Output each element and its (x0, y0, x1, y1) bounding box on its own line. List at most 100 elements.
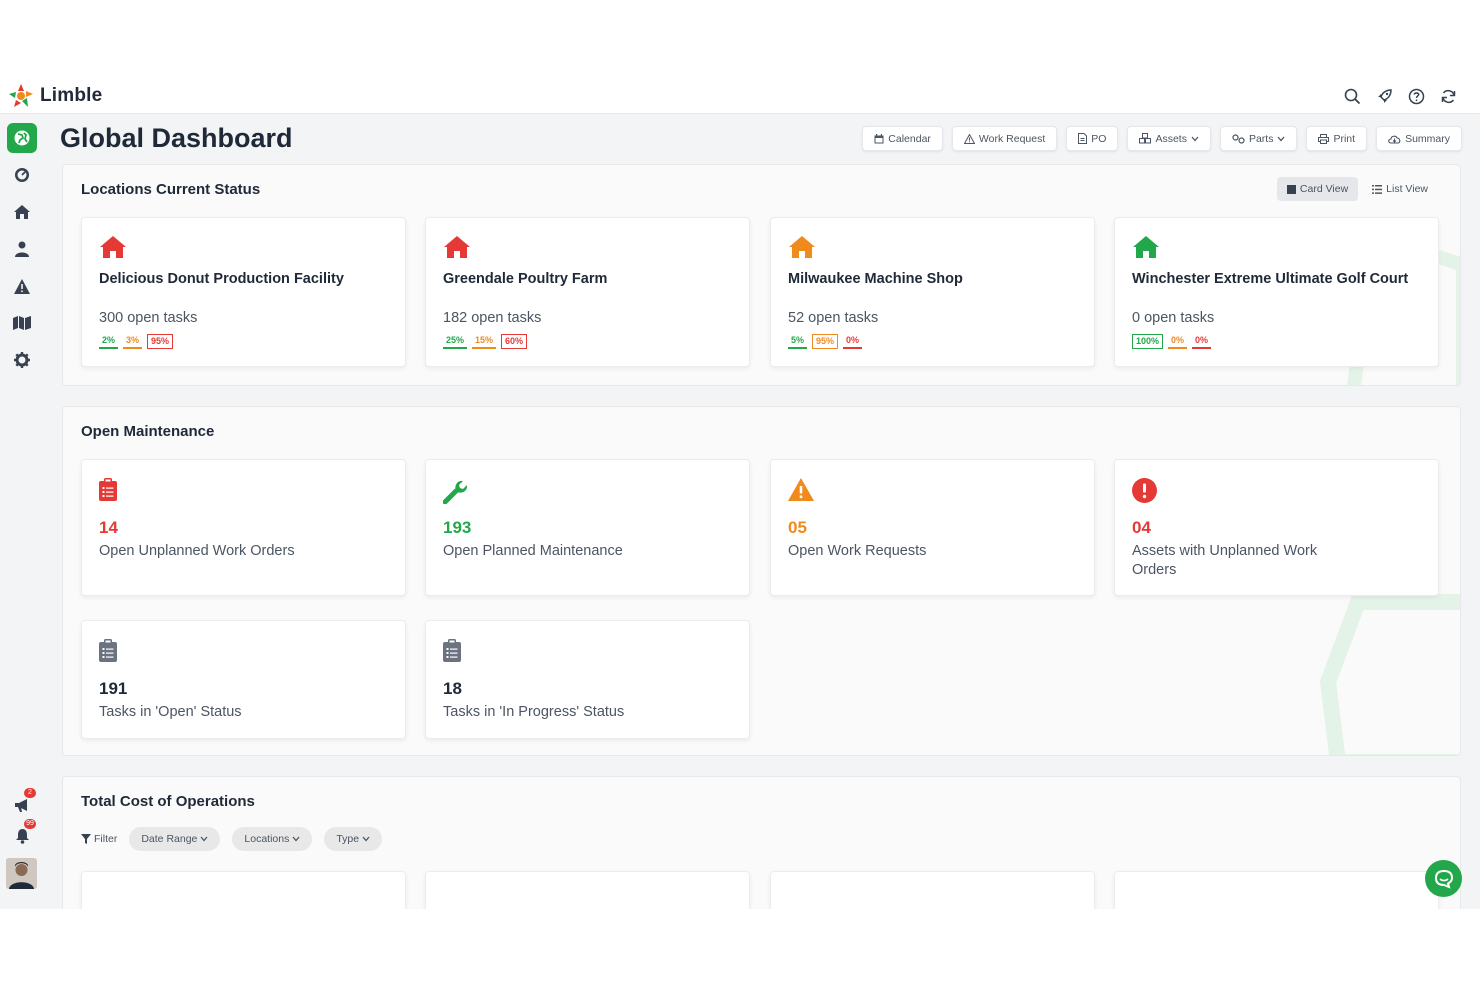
dashboard-icon (15, 168, 29, 182)
maintenance-label: Open Unplanned Work Orders (99, 543, 295, 559)
type-dropdown[interactable]: Type (324, 827, 383, 851)
pct-red: 60% (501, 334, 528, 349)
wrench-icon (443, 480, 468, 504)
po-button-label: PO (1091, 132, 1107, 145)
toolbar: Calendar Work Request PO Assets Parts Pr… (862, 126, 1462, 151)
maintenance-count: 18 (443, 679, 462, 698)
sidebar-item-locations[interactable] (7, 197, 37, 227)
sidebar-item-map[interactable] (7, 308, 37, 338)
notifications-badge: 99 (24, 819, 36, 829)
maintenance-card[interactable]: 14 Open Unplanned Work Orders (81, 459, 406, 596)
location-card[interactable]: Milwaukee Machine Shop 52 open tasks 5% … (770, 217, 1095, 367)
hexagon-decoration (1319, 594, 1460, 755)
search-icon[interactable] (1342, 86, 1362, 106)
rocket-icon[interactable] (1374, 86, 1394, 106)
maintenance-panel: Open Maintenance 14 Open Unplanned Work … (62, 406, 1461, 756)
work-request-button[interactable]: Work Request (951, 126, 1058, 151)
location-open-tasks: 52 open tasks (788, 310, 879, 326)
print-button-label: Print (1333, 132, 1356, 145)
cost-card[interactable] (1114, 871, 1439, 909)
locations-dropdown[interactable]: Locations (232, 827, 313, 851)
maintenance-count: 04 (1132, 518, 1151, 537)
app-window: Limble (0, 78, 1480, 909)
avatar[interactable] (6, 858, 37, 889)
locations-title: Locations Current Status (81, 181, 261, 198)
cost-card[interactable] (770, 871, 1095, 909)
po-button[interactable]: PO (1066, 126, 1119, 151)
list-view-button[interactable]: List View (1362, 177, 1438, 201)
warning-icon (963, 133, 975, 144)
map-icon (13, 316, 31, 330)
gear-icon (14, 352, 30, 368)
parts-button-label: Parts (1248, 132, 1274, 145)
limble-logo-icon (9, 84, 33, 107)
print-button[interactable]: Print (1306, 126, 1368, 151)
location-card[interactable]: Greendale Poultry Farm 182 open tasks 25… (425, 217, 750, 367)
list-icon (1372, 184, 1383, 194)
maintenance-card[interactable]: 191 Tasks in 'Open' Status (81, 620, 406, 739)
chevron-down-icon (292, 836, 300, 842)
pct-orange: 3% (123, 334, 143, 349)
cost-card[interactable] (425, 871, 750, 909)
card-view-label: Card View (1299, 183, 1349, 195)
pct-red: 95% (147, 334, 174, 349)
assets-button[interactable]: Assets (1127, 126, 1211, 151)
pct-orange: 15% (472, 334, 497, 349)
maintenance-card[interactable]: 18 Tasks in 'In Progress' Status (425, 620, 750, 739)
sidebar-item-settings[interactable] (7, 345, 37, 375)
page-title: Global Dashboard (60, 123, 293, 153)
pct-green: 2% (99, 334, 119, 349)
sidebar-item-requests[interactable] (7, 271, 37, 301)
home-icon (444, 236, 470, 258)
assets-button-label: Assets (1155, 132, 1187, 145)
home-icon (100, 236, 126, 258)
location-name: Greendale Poultry Farm (443, 271, 608, 287)
globe-icon (14, 130, 30, 146)
maintenance-label: Tasks in 'In Progress' Status (443, 704, 625, 720)
sidebar-item-users[interactable] (7, 234, 37, 264)
list-view-label: List View (1386, 183, 1428, 195)
chat-button[interactable] (1425, 860, 1462, 897)
cost-card[interactable] (81, 871, 406, 909)
calendar-button[interactable]: Calendar (862, 126, 943, 151)
pct-orange: 95% (812, 334, 839, 349)
sidebar-item-notifications[interactable]: 99 (7, 819, 37, 851)
locations-label: Locations (244, 833, 290, 845)
warning-icon (14, 278, 30, 294)
chevron-down-icon (1277, 136, 1285, 141)
pct-red: 0% (843, 334, 863, 349)
logo[interactable]: Limble (8, 83, 102, 109)
alert-circle-icon (1132, 478, 1157, 503)
sidebar-item-dashboard[interactable] (7, 160, 37, 190)
maintenance-count: 191 (99, 679, 128, 698)
location-open-tasks: 0 open tasks (1132, 310, 1215, 326)
maintenance-count: 05 (788, 518, 807, 537)
maintenance-label: Assets with Unplanned Work Orders (1132, 543, 1318, 578)
location-card[interactable]: Winchester Extreme Ultimate Golf Court 0… (1114, 217, 1439, 367)
location-card[interactable]: Delicious Donut Production Facility 300 … (81, 217, 406, 367)
maintenance-title: Open Maintenance (81, 423, 215, 440)
summary-button[interactable]: Summary (1376, 126, 1462, 151)
maintenance-card[interactable]: 05 Open Work Requests (770, 459, 1095, 596)
locations-panel: Locations Current Status Card View List … (62, 164, 1461, 386)
megaphone-icon (14, 798, 27, 812)
maintenance-card[interactable]: 04 Assets with Unplanned Work Orders (1114, 459, 1439, 596)
clipboard-icon (99, 478, 117, 501)
chevron-down-icon (200, 836, 208, 842)
pct-green: 25% (443, 334, 468, 349)
parts-button[interactable]: Parts (1219, 126, 1298, 151)
help-icon[interactable] (1406, 86, 1426, 106)
date-range-dropdown[interactable]: Date Range (129, 827, 221, 851)
home-icon (1133, 236, 1159, 258)
calendar-button-label: Calendar (888, 132, 931, 145)
refresh-icon[interactable] (1438, 86, 1458, 106)
sidebar-item-announcements[interactable]: 2 (7, 788, 37, 820)
filter-button[interactable]: Filter (81, 833, 117, 845)
sidebar-item-global[interactable] (7, 123, 37, 153)
maintenance-card[interactable]: 193 Open Planned Maintenance (425, 459, 750, 596)
maintenance-count: 14 (99, 518, 118, 537)
card-view-button[interactable]: Card View (1276, 177, 1359, 201)
type-label: Type (336, 833, 360, 845)
pct-green: 100% (1132, 334, 1164, 349)
work-request-button-label: Work Request (978, 132, 1046, 145)
